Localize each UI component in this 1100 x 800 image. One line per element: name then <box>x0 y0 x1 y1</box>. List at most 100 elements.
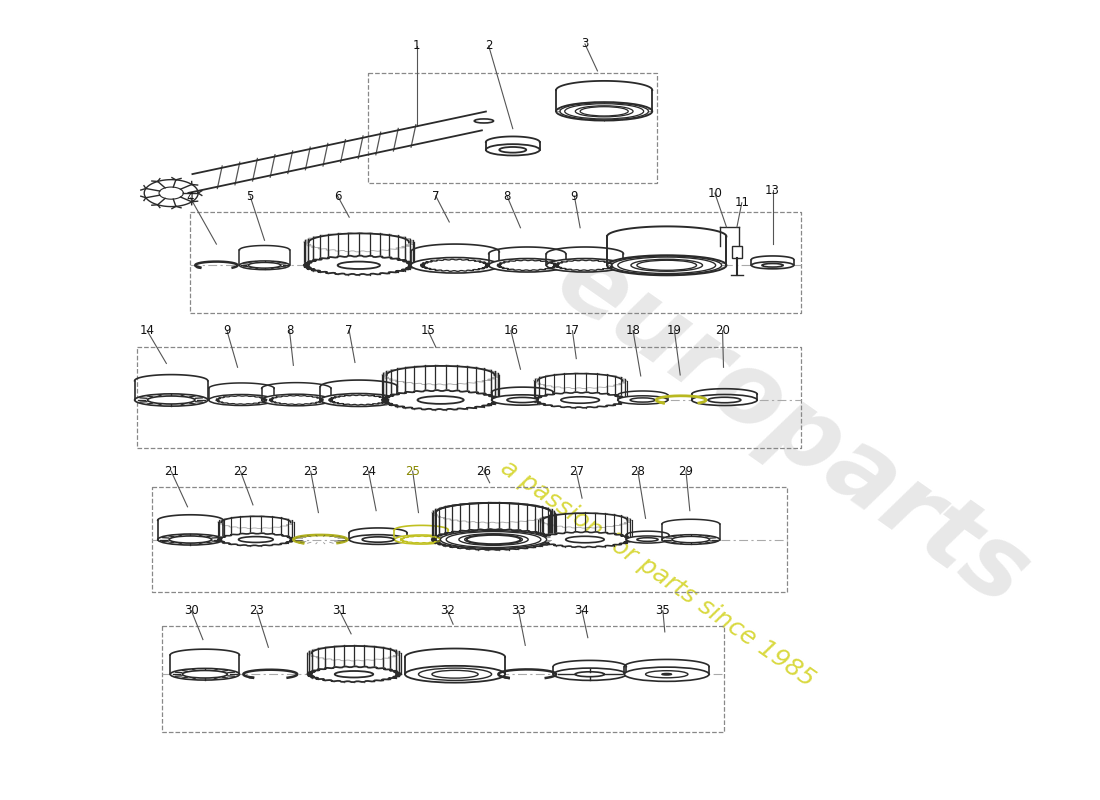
Text: europarts: europarts <box>538 230 1046 627</box>
Ellipse shape <box>488 258 565 272</box>
Ellipse shape <box>466 535 520 544</box>
Text: 6: 6 <box>334 190 341 202</box>
Text: 19: 19 <box>667 324 682 338</box>
Ellipse shape <box>612 256 722 274</box>
Polygon shape <box>432 529 556 550</box>
Text: 33: 33 <box>512 604 526 618</box>
Ellipse shape <box>672 536 710 542</box>
Ellipse shape <box>362 537 394 542</box>
Text: 24: 24 <box>361 465 376 478</box>
Text: 13: 13 <box>766 184 780 197</box>
Ellipse shape <box>157 534 223 545</box>
Ellipse shape <box>410 258 499 273</box>
Text: 1: 1 <box>412 39 420 52</box>
Ellipse shape <box>692 394 757 406</box>
Polygon shape <box>218 533 294 546</box>
Polygon shape <box>733 246 741 258</box>
Text: 35: 35 <box>656 604 670 618</box>
Polygon shape <box>307 666 400 682</box>
Text: 8: 8 <box>504 190 510 202</box>
Ellipse shape <box>630 398 656 402</box>
Text: 20: 20 <box>715 324 730 338</box>
Text: 11: 11 <box>735 196 749 210</box>
Text: 26: 26 <box>476 465 492 478</box>
Ellipse shape <box>349 534 407 544</box>
Text: 21: 21 <box>164 465 178 478</box>
Ellipse shape <box>147 396 195 404</box>
Text: 29: 29 <box>679 465 693 478</box>
Ellipse shape <box>395 535 449 544</box>
Ellipse shape <box>338 262 379 269</box>
Text: 15: 15 <box>420 324 436 338</box>
Ellipse shape <box>560 103 649 120</box>
Ellipse shape <box>607 255 726 275</box>
Text: 9: 9 <box>571 190 579 202</box>
Ellipse shape <box>575 672 604 677</box>
Text: 18: 18 <box>626 324 640 338</box>
Text: 34: 34 <box>574 604 590 618</box>
Ellipse shape <box>662 534 719 544</box>
Text: 5: 5 <box>246 190 254 202</box>
Ellipse shape <box>418 668 492 680</box>
Ellipse shape <box>209 394 274 406</box>
Text: 7: 7 <box>432 190 440 202</box>
Ellipse shape <box>507 398 538 402</box>
Ellipse shape <box>618 396 668 404</box>
Ellipse shape <box>486 144 540 155</box>
Text: 9: 9 <box>223 324 231 338</box>
Ellipse shape <box>751 262 794 269</box>
Text: 30: 30 <box>184 604 199 618</box>
Ellipse shape <box>459 534 528 546</box>
Ellipse shape <box>169 536 211 543</box>
Ellipse shape <box>320 394 397 406</box>
Text: 25: 25 <box>405 465 420 478</box>
Ellipse shape <box>134 394 208 406</box>
Text: 23: 23 <box>250 604 264 618</box>
Text: 8: 8 <box>286 324 294 338</box>
Text: 23: 23 <box>304 465 318 478</box>
Ellipse shape <box>418 396 464 404</box>
Polygon shape <box>538 532 631 547</box>
Text: 4: 4 <box>187 191 195 205</box>
Ellipse shape <box>618 257 716 274</box>
Ellipse shape <box>432 670 478 678</box>
Ellipse shape <box>447 531 541 547</box>
Text: 17: 17 <box>565 324 580 338</box>
Ellipse shape <box>575 106 634 117</box>
Text: 7: 7 <box>345 324 353 338</box>
Ellipse shape <box>249 262 280 268</box>
Ellipse shape <box>762 263 783 267</box>
Ellipse shape <box>637 538 658 542</box>
Ellipse shape <box>405 666 505 682</box>
Ellipse shape <box>499 147 526 153</box>
Text: 16: 16 <box>504 324 518 338</box>
Polygon shape <box>534 392 627 408</box>
Ellipse shape <box>625 667 710 682</box>
Ellipse shape <box>564 104 644 119</box>
Ellipse shape <box>626 536 669 543</box>
Text: 10: 10 <box>707 186 723 200</box>
Ellipse shape <box>183 670 228 678</box>
Ellipse shape <box>436 530 551 550</box>
Ellipse shape <box>262 394 331 406</box>
Ellipse shape <box>565 536 604 542</box>
Ellipse shape <box>239 537 273 542</box>
Ellipse shape <box>580 106 628 116</box>
Ellipse shape <box>474 119 494 123</box>
Text: 32: 32 <box>440 604 454 618</box>
Text: 22: 22 <box>233 465 248 478</box>
Text: 27: 27 <box>569 465 584 478</box>
Text: 14: 14 <box>140 324 155 338</box>
Ellipse shape <box>492 395 553 405</box>
Ellipse shape <box>708 398 740 402</box>
Polygon shape <box>304 256 414 275</box>
Text: a passion for parts since 1985: a passion for parts since 1985 <box>495 455 818 691</box>
Text: 28: 28 <box>630 465 646 478</box>
Ellipse shape <box>334 671 373 678</box>
Polygon shape <box>382 390 499 410</box>
Ellipse shape <box>637 260 696 270</box>
Ellipse shape <box>464 534 522 544</box>
Ellipse shape <box>553 668 626 680</box>
Ellipse shape <box>646 670 688 678</box>
Ellipse shape <box>547 258 624 272</box>
